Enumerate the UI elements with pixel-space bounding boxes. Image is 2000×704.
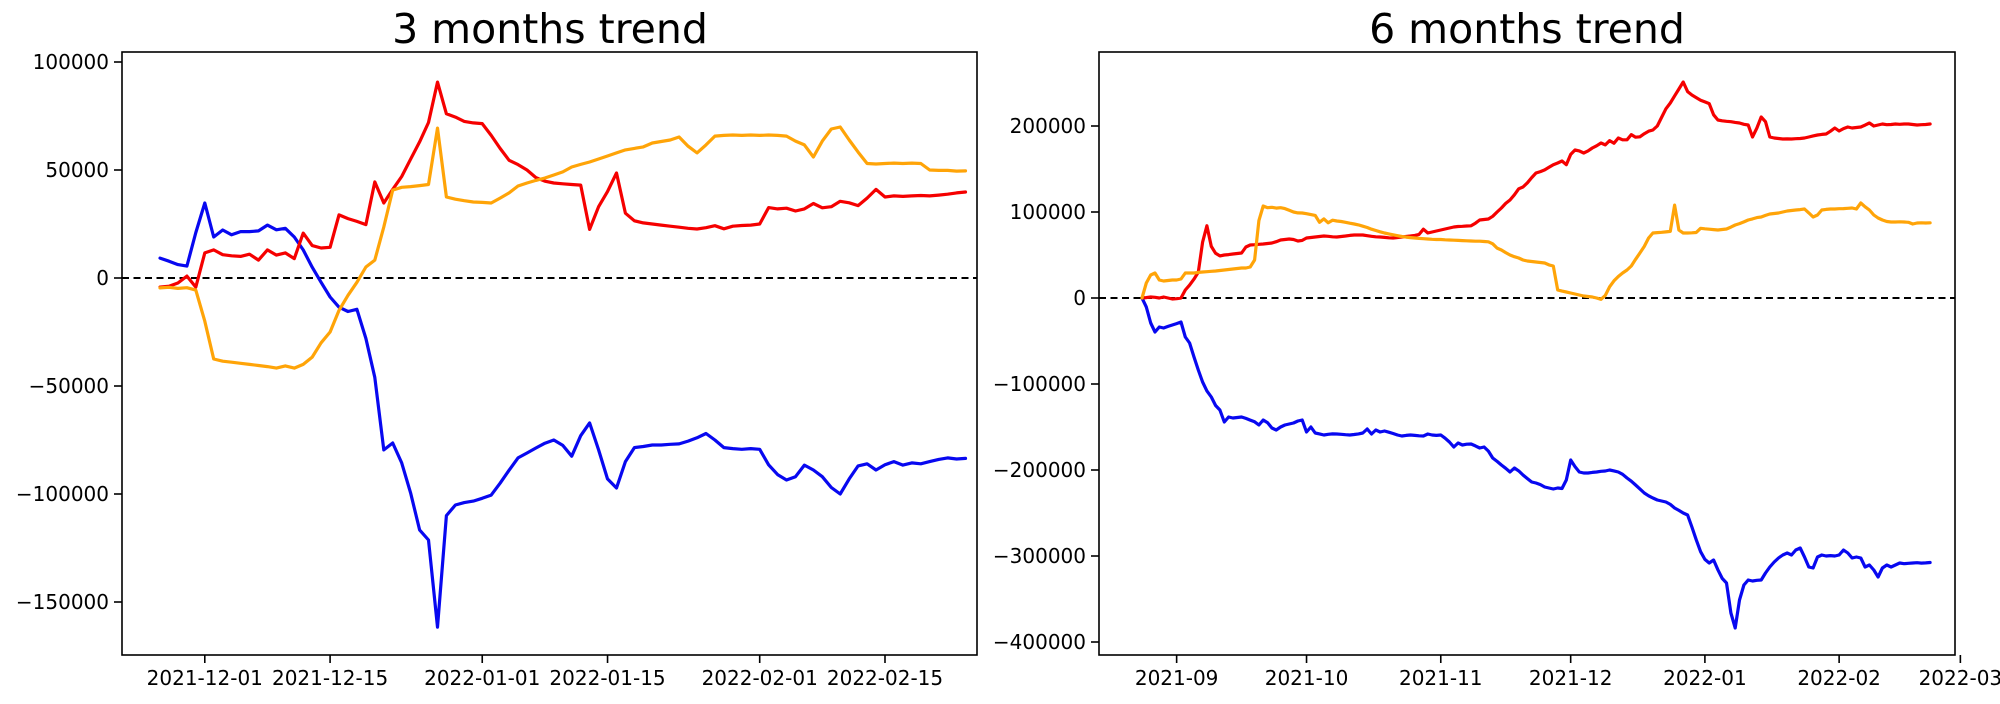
series-line-orange-series (158, 125, 968, 370)
x-tick-label: 2021-12-01 (147, 666, 263, 690)
x-tick-label: 2021-12 (1529, 666, 1613, 690)
six-months-plot: 2021-09 2021-10 2021-11 2021-12 2022-01 2022-… (993, 51, 2000, 690)
x-tick-label: 2021-11 (1399, 666, 1483, 690)
y-tick-label: −150000 (16, 590, 109, 614)
x-tick-label: 2022-01 (1663, 666, 1747, 690)
y-tick-label: −200000 (993, 458, 1086, 482)
y-tick-label: −400000 (993, 630, 1086, 654)
series-line-red-series (1140, 80, 1932, 301)
x-tick-label: 2022-01-01 (424, 666, 540, 690)
x-tick-label: 2021-10 (1265, 666, 1349, 690)
three-months-chart-title: 3 months trend (392, 5, 708, 53)
y-tick-label: 200000 (1010, 114, 1086, 138)
x-tick-label: 2022-02-15 (827, 666, 943, 690)
x-tick-label: 2022-03 (1919, 666, 2000, 690)
y-tick-label: −50000 (29, 374, 109, 398)
series-line-red-series (158, 80, 968, 289)
y-tick-label: −100000 (993, 372, 1086, 396)
series-line-blue-series (1140, 296, 1932, 630)
x-tick-label: 2021-12-15 (272, 666, 388, 690)
y-tick-label: 100000 (33, 50, 109, 74)
y-tick-label: −300000 (993, 544, 1086, 568)
six-months-chart-title: 6 months trend (1369, 5, 1685, 53)
plot-border (1098, 51, 1956, 656)
y-tick-label: 0 (1073, 286, 1086, 310)
y-tick-label: −100000 (16, 482, 109, 506)
y-tick-label: 50000 (45, 158, 109, 182)
y-tick-label: 0 (96, 266, 109, 290)
series-line-blue-series (158, 201, 968, 629)
series-line-orange-series (1140, 201, 1932, 301)
y-tick-label: 100000 (1010, 200, 1086, 224)
x-tick-label: 2022-02 (1797, 666, 1881, 690)
x-tick-label: 2022-01-15 (549, 666, 665, 690)
x-tick-label: 2022-02-01 (702, 666, 818, 690)
three-months-plot: 2021-12-01 2021-12-15 2022-01-01 2022-01-15… (16, 50, 978, 690)
x-tick-label: 2021-09 (1135, 666, 1219, 690)
plot-border (121, 51, 978, 656)
